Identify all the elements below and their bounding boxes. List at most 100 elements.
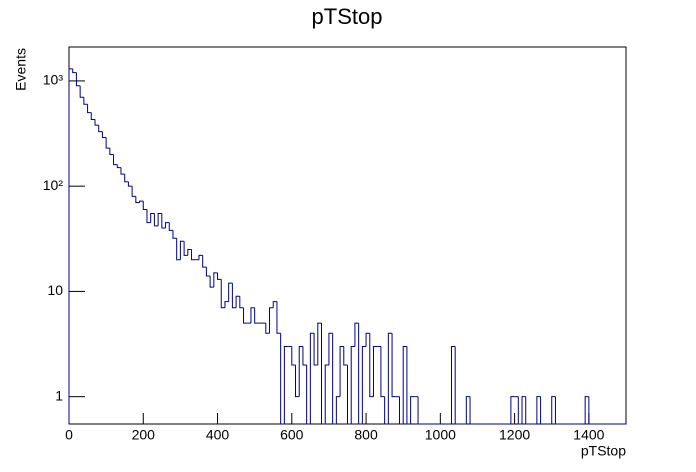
histogram-bin	[295, 364, 300, 398]
histogram-bin	[79, 85, 84, 98]
histogram-bin	[75, 72, 81, 87]
histogram-bin	[525, 396, 530, 425]
histogram-bin	[205, 267, 211, 277]
y-axis-label: Events	[13, 48, 29, 91]
histogram-bin	[179, 240, 185, 260]
histogram-bin	[105, 137, 110, 149]
x-tick-label: 200	[132, 427, 156, 443]
histogram-bin	[369, 333, 374, 398]
histogram-bin	[98, 125, 103, 133]
histogram-bin	[254, 307, 259, 324]
histogram-bin	[410, 396, 415, 424]
histogram-bin	[231, 283, 237, 309]
histogram-bin	[250, 307, 255, 324]
histogram-bin	[183, 241, 188, 256]
histogram-bin	[113, 154, 118, 166]
histogram-bin	[321, 323, 326, 425]
histogram-bin	[302, 346, 307, 366]
histogram-bin	[309, 332, 315, 424]
histogram-bin	[391, 333, 396, 398]
histogram-bin	[454, 346, 459, 425]
histogram-bin	[150, 212, 155, 223]
histogram-bin	[358, 323, 363, 425]
histogram-bin	[347, 364, 352, 425]
histogram-bin	[191, 249, 196, 261]
histogram-bin	[313, 333, 318, 366]
histogram-bin	[101, 131, 107, 138]
histogram-bin	[328, 332, 333, 365]
histogram-bin	[142, 201, 147, 211]
histogram-bin	[120, 167, 125, 175]
histogram-bin	[510, 396, 515, 424]
x-tick-label: 1400	[573, 427, 604, 443]
histogram-bin	[124, 174, 129, 183]
histogram-bin	[172, 230, 177, 239]
histogram-bin	[354, 322, 359, 347]
histogram-bin	[127, 181, 133, 187]
histogram-bin	[153, 213, 159, 227]
x-tick-label: 1200	[499, 427, 530, 443]
histogram-bin	[517, 396, 523, 425]
histogram-bin	[217, 272, 222, 280]
histogram-bin	[139, 200, 144, 203]
histogram-bin	[465, 396, 471, 424]
histogram-bin	[135, 196, 140, 203]
histogram-bin	[209, 276, 214, 288]
histogram-bin	[116, 164, 121, 169]
histogram-bin	[202, 255, 207, 268]
histogram-bin	[228, 282, 233, 302]
histogram-bin	[298, 345, 303, 397]
histogram-bin	[72, 68, 77, 74]
histogram-bin	[68, 68, 73, 424]
histogram-bin	[272, 301, 277, 308]
x-tick-label: 1000	[425, 427, 456, 443]
histogram-bin	[94, 119, 99, 126]
histogram-bin	[87, 104, 92, 114]
histogram-bin	[239, 296, 244, 309]
histogram-bin	[324, 364, 329, 424]
histogram-bin	[276, 301, 281, 334]
histogram-bin	[584, 396, 589, 424]
histogram-bin	[109, 148, 114, 155]
histogram-bin	[335, 396, 341, 424]
histogram-bin	[317, 322, 322, 365]
histogram-bin	[165, 222, 170, 229]
histogram-bin	[339, 345, 344, 397]
histogram-bin	[365, 332, 370, 347]
histogram-bin	[161, 213, 166, 229]
x-tick-label: 800	[354, 427, 378, 443]
histogram-bin	[540, 396, 545, 425]
histogram-bin	[469, 396, 474, 425]
histogram-bin	[265, 323, 270, 334]
histogram-bin	[198, 254, 203, 260]
histogram-bin	[332, 333, 337, 425]
histogram-bin	[384, 396, 389, 425]
histogram-bin	[417, 396, 422, 425]
y-tick-label: 10	[47, 282, 63, 298]
histogram-bin	[551, 396, 556, 424]
histogram-bin	[588, 396, 593, 425]
histogram-bin	[306, 364, 311, 425]
histogram-bin	[291, 346, 296, 366]
histogram-bin	[235, 295, 240, 308]
histogram-bin	[146, 209, 151, 224]
histogram-bin	[280, 333, 285, 425]
histogram-bin	[157, 212, 162, 226]
histogram-bin	[224, 301, 229, 308]
histogram-bin	[269, 307, 274, 334]
x-axis-label: pTStop	[581, 443, 626, 459]
y-tick-label: 10³	[43, 72, 64, 88]
x-tick-label: 400	[206, 427, 230, 443]
histogram-bin	[83, 97, 88, 105]
histogram-bin	[187, 249, 192, 256]
histogram-bin	[168, 222, 173, 231]
x-tick-label: 0	[65, 427, 73, 443]
y-tick-label: 10²	[43, 177, 64, 193]
histogram-bin	[343, 346, 348, 366]
histogram-bin	[243, 307, 248, 324]
histogram-bin	[350, 345, 355, 424]
chart-title: pTStop	[312, 4, 383, 29]
histogram-bin	[398, 396, 404, 425]
x-tick-label: 600	[280, 427, 304, 443]
